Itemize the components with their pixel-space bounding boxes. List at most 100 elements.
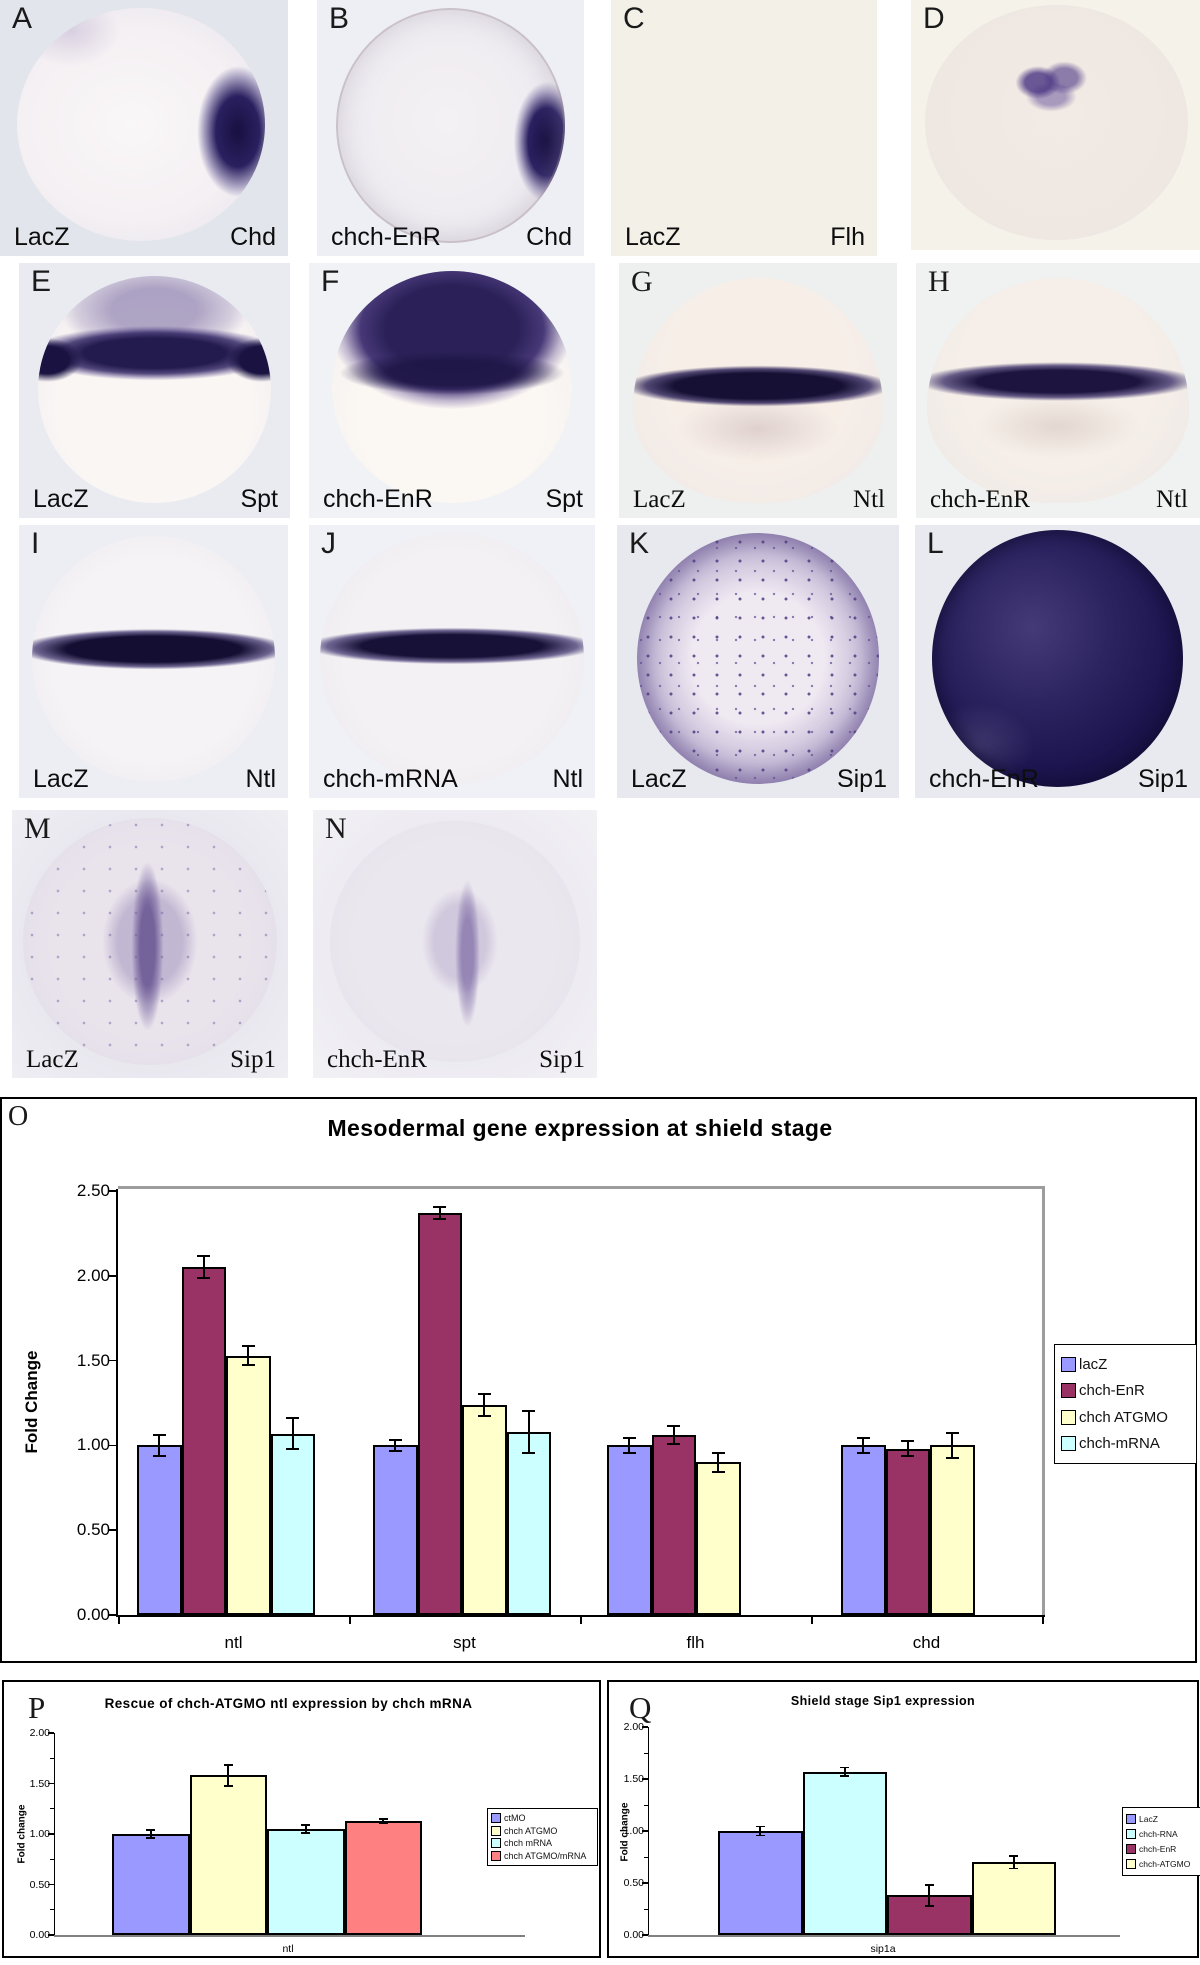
y-tick-label: 2.50 bbox=[76, 1181, 110, 1200]
embryo-image-chd-enr bbox=[335, 7, 566, 244]
micrograph-panel-j: J chch-mRNA Ntl bbox=[309, 525, 595, 798]
y-tick-mark bbox=[47, 1934, 54, 1936]
gene-label: Ntl bbox=[1156, 486, 1188, 513]
chart-panel-o: O Mesodermal gene expression at shield s… bbox=[0, 1097, 1197, 1663]
error-bar-cap-top bbox=[856, 1436, 870, 1439]
injection-label: chch-EnR bbox=[331, 223, 441, 251]
panel-letter: Q bbox=[629, 1690, 652, 1725]
error-bar-cap-top bbox=[378, 1817, 388, 1820]
panel-letter: B bbox=[329, 2, 350, 35]
legend-item: chch ATGMO/mRNA bbox=[491, 1850, 595, 1863]
error-bar-cap-top bbox=[286, 1416, 300, 1419]
micrograph-panel-k: K LacZ Sip1 bbox=[617, 525, 899, 798]
embryo-image-spt-lacz bbox=[37, 275, 272, 503]
panel-letter: N bbox=[325, 812, 347, 845]
error-bar-cap-top bbox=[301, 1823, 311, 1826]
bar-chch-enr-chd bbox=[885, 1448, 930, 1615]
legend: LacZ chch-RNA chch-EnR chch-ATGMO bbox=[1122, 1807, 1200, 1876]
category-tick-mark bbox=[118, 1617, 120, 1624]
legend-item: LacZ bbox=[1126, 1811, 1199, 1826]
bar-chch-atgmo-flh bbox=[696, 1462, 741, 1615]
legend-label: chch-RNA bbox=[1139, 1828, 1178, 1839]
error-bar-cap-bottom bbox=[522, 1451, 536, 1454]
injection-label: chch-EnR bbox=[323, 485, 433, 513]
panel-letter: H bbox=[928, 265, 950, 298]
legend-label: ctMO bbox=[504, 1813, 526, 1824]
y-tick-mark bbox=[47, 1782, 54, 1785]
chart-panel-p: P Rescue of chch-ATGMO ntl expression by… bbox=[2, 1680, 601, 1958]
bar-chch-rna-sip1a bbox=[802, 1771, 887, 1935]
micrograph-panel-l: L chch-EnR Sip1 bbox=[915, 525, 1200, 798]
error-bar-cap-top bbox=[241, 1345, 255, 1348]
legend-swatch bbox=[1061, 1383, 1076, 1399]
category-label: sip1a bbox=[870, 1943, 896, 1955]
gene-label: Ntl bbox=[552, 765, 583, 793]
gene-label: Sip1 bbox=[230, 1046, 276, 1073]
category-label: ntl bbox=[224, 1633, 243, 1652]
injection-label: LacZ bbox=[33, 765, 89, 793]
y-tick-label: 1.50 bbox=[76, 1350, 110, 1370]
legend-label: lacZ bbox=[1079, 1355, 1108, 1373]
category-tick-mark bbox=[1042, 1617, 1044, 1624]
bar-chch-enr-flh bbox=[651, 1435, 696, 1615]
panel-letter: I bbox=[31, 527, 40, 560]
bar-lacz-sip1a bbox=[718, 1831, 803, 1935]
gene-label: Chd bbox=[526, 223, 572, 251]
legend-swatch bbox=[1126, 1859, 1136, 1870]
y-tick-mark bbox=[641, 1934, 648, 1936]
legend-item: chch-EnR bbox=[1061, 1378, 1194, 1405]
legend-label: chch mRNA bbox=[504, 1838, 553, 1849]
bar-chch-atgmo-ntl bbox=[226, 1355, 271, 1615]
panel-letter: J bbox=[321, 527, 336, 560]
error-bar-cap-bottom bbox=[667, 1443, 681, 1446]
injection-label: LacZ bbox=[631, 765, 687, 793]
bar-lacz-flh bbox=[607, 1445, 652, 1615]
y-tick-label: 1.00 bbox=[623, 1825, 644, 1837]
bar-chch-atgmo-mrna-ntl bbox=[344, 1820, 422, 1935]
bar-chch-atgmo-spt bbox=[462, 1404, 507, 1615]
error-bar-cap-bottom bbox=[388, 1450, 402, 1453]
y-tick-label: 0.00 bbox=[76, 1605, 110, 1624]
error-bar-cap-top bbox=[388, 1438, 402, 1441]
error-bar-cap-top bbox=[522, 1409, 536, 1412]
gene-label: Sip1 bbox=[1137, 765, 1188, 793]
embryo-image-ntl-enr bbox=[927, 278, 1189, 503]
gene-label: Ntl bbox=[853, 486, 885, 513]
gene-label: Chd bbox=[230, 223, 276, 251]
legend-swatch bbox=[1061, 1409, 1076, 1425]
micrograph-panel-f: F chch-EnR Spt bbox=[309, 263, 595, 518]
embryo-image-ntl-lacz-2 bbox=[32, 535, 275, 782]
y-tick-mark bbox=[109, 1359, 116, 1362]
error-bar-line bbox=[951, 1431, 954, 1459]
panel-letter: F bbox=[321, 265, 340, 298]
micrograph-panel-b: B chch-EnR Chd bbox=[317, 0, 584, 256]
y-tick-mark bbox=[109, 1190, 116, 1192]
bar-chch-enr-ntl bbox=[181, 1267, 226, 1615]
bar-lacz-spt bbox=[373, 1445, 418, 1615]
error-bar-cap-top bbox=[197, 1255, 211, 1258]
error-bar-line bbox=[202, 1255, 205, 1280]
micrograph-panel-n: N chch-EnR Sip1 bbox=[313, 810, 597, 1078]
error-bar-cap-top bbox=[840, 1766, 850, 1769]
legend-label: chch-ATGMO bbox=[1139, 1859, 1191, 1870]
legend-item: chch-ATGMO bbox=[1126, 1857, 1199, 1872]
y-tick-label: 0.00 bbox=[623, 1929, 644, 1941]
y-tick-mark bbox=[109, 1529, 116, 1531]
injection-label: chch-EnR bbox=[930, 486, 1030, 513]
y-tick-label: 0.50 bbox=[29, 1878, 50, 1891]
error-bar-line bbox=[158, 1433, 161, 1458]
error-bar-cap-bottom bbox=[433, 1217, 447, 1220]
gene-label: Ntl bbox=[245, 765, 276, 793]
error-bar-line bbox=[438, 1206, 441, 1220]
y-minor-tick bbox=[49, 1858, 54, 1860]
error-bar-cap-bottom bbox=[840, 1775, 850, 1777]
y-tick-label: 2.00 bbox=[623, 1721, 644, 1733]
legend-item: chch mRNA bbox=[491, 1837, 595, 1850]
error-bar-line bbox=[247, 1345, 250, 1366]
panel-letter: L bbox=[927, 527, 944, 560]
error-bar-line bbox=[483, 1392, 486, 1417]
error-bar-cap-bottom bbox=[1009, 1867, 1019, 1870]
micrograph-panel-a: A LacZ Chd bbox=[0, 0, 288, 256]
error-bar-line bbox=[227, 1764, 230, 1787]
micrograph-panel-g: G LacZ Ntl bbox=[619, 263, 897, 518]
